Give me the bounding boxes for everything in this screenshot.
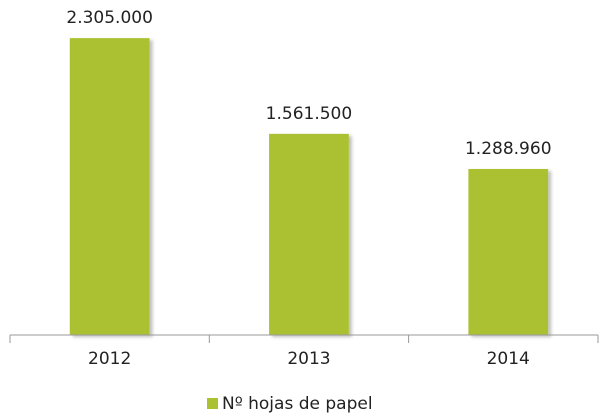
bar (468, 168, 549, 335)
legend-label: Nº hojas de papel (222, 394, 373, 414)
bar (69, 38, 150, 336)
value-label: 2.305.000 (66, 8, 153, 28)
value-label: 1.561.500 (266, 104, 353, 124)
x-tick-label: 2012 (88, 349, 131, 369)
bar (269, 133, 349, 335)
value-label: 1.288.960 (465, 139, 552, 159)
legend-swatch (207, 398, 218, 409)
x-tick-label: 2013 (287, 349, 330, 369)
x-tick-label: 2014 (487, 349, 530, 369)
